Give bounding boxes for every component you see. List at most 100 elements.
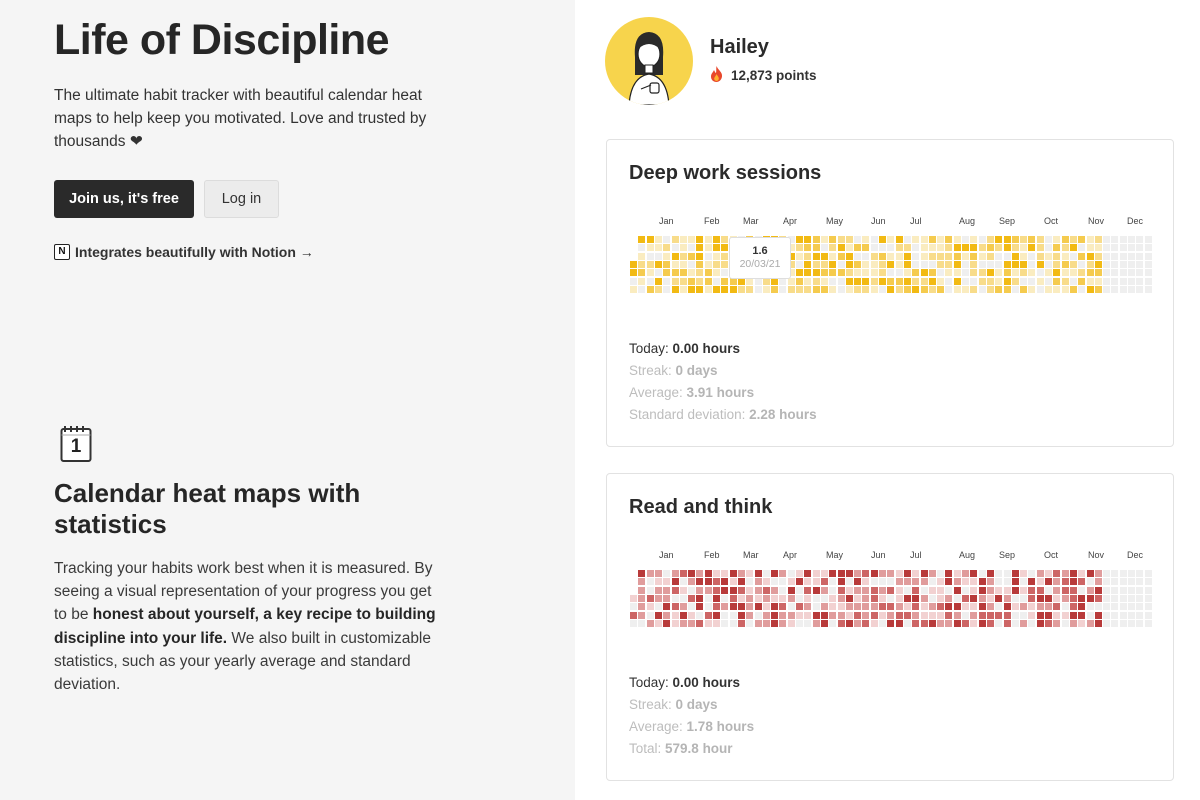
heatmap-cell[interactable]: [970, 611, 978, 619]
heatmap-cell[interactable]: [704, 269, 712, 277]
heatmap-cell[interactable]: [1061, 285, 1069, 293]
heatmap-cell[interactable]: [829, 578, 837, 586]
heatmap-cell[interactable]: [1053, 260, 1061, 268]
heatmap-cell[interactable]: [1011, 244, 1019, 252]
heatmap-cell[interactable]: [663, 570, 671, 577]
heatmap-cell[interactable]: [688, 570, 696, 577]
heatmap-cell[interactable]: [688, 244, 696, 252]
heatmap-cell[interactable]: [1045, 277, 1052, 285]
heatmap-cell[interactable]: [646, 594, 654, 602]
heatmap-cell[interactable]: [1111, 269, 1119, 277]
heatmap-cell[interactable]: [671, 260, 679, 268]
heatmap-cell[interactable]: [1045, 285, 1052, 293]
heatmap-cell[interactable]: [854, 236, 862, 243]
heatmap-cell[interactable]: [837, 252, 845, 260]
heatmap-cell[interactable]: [1086, 586, 1094, 594]
heatmap-cell[interactable]: [771, 611, 779, 619]
heatmap-cell[interactable]: [912, 570, 920, 577]
heatmap-cell[interactable]: [1103, 586, 1111, 594]
heatmap-cell[interactable]: [646, 611, 654, 619]
heatmap-cell[interactable]: [879, 252, 886, 260]
heatmap-cell[interactable]: [663, 594, 671, 602]
heatmap-cell[interactable]: [870, 603, 878, 611]
heatmap-cell[interactable]: [1045, 244, 1052, 252]
heatmap-cell[interactable]: [1069, 236, 1077, 243]
heatmap-cell[interactable]: [721, 611, 729, 619]
heatmap-cell[interactable]: [812, 269, 820, 277]
heatmap-cell[interactable]: [1003, 260, 1011, 268]
heatmap-cell[interactable]: [779, 603, 787, 611]
heatmap-cell[interactable]: [820, 236, 828, 243]
heatmap-cell[interactable]: [986, 578, 994, 586]
heatmap-cell[interactable]: [737, 619, 745, 627]
heatmap-cell[interactable]: [1011, 586, 1019, 594]
heatmap-cell[interactable]: [663, 269, 671, 277]
heatmap-cell[interactable]: [638, 594, 646, 602]
heatmap-cell[interactable]: [638, 570, 646, 577]
heatmap-cell[interactable]: [953, 269, 961, 277]
heatmap-cell[interactable]: [887, 570, 895, 577]
heatmap-cell[interactable]: [937, 594, 945, 602]
heatmap-cell[interactable]: [1036, 244, 1044, 252]
heatmap-cell[interactable]: [862, 277, 870, 285]
heatmap-cell[interactable]: [746, 277, 754, 285]
heatmap-cell[interactable]: [945, 285, 953, 293]
heatmap-cell[interactable]: [937, 269, 945, 277]
heatmap-cell[interactable]: [945, 260, 953, 268]
heatmap-cell[interactable]: [912, 285, 920, 293]
heatmap-cell[interactable]: [1111, 570, 1119, 577]
heatmap-cell[interactable]: [696, 277, 704, 285]
heatmap-cell[interactable]: [762, 586, 770, 594]
login-button[interactable]: Log in: [204, 180, 279, 218]
heatmap-cell[interactable]: [887, 236, 895, 243]
heatmap-cell[interactable]: [862, 603, 870, 611]
heatmap-cell[interactable]: [1061, 594, 1069, 602]
heatmap-cell[interactable]: [862, 594, 870, 602]
heatmap-cell[interactable]: [1128, 594, 1135, 602]
heatmap-cell[interactable]: [754, 619, 762, 627]
heatmap-cell[interactable]: [1061, 260, 1069, 268]
heatmap-cell[interactable]: [1003, 236, 1011, 243]
heatmap-cell[interactable]: [920, 570, 928, 577]
heatmap-cell[interactable]: [1086, 619, 1094, 627]
heatmap-cell[interactable]: [771, 578, 779, 586]
heatmap-cell[interactable]: [679, 244, 687, 252]
heatmap-cell[interactable]: [945, 594, 953, 602]
heatmap-cell[interactable]: [953, 260, 961, 268]
heatmap-cell[interactable]: [962, 236, 969, 243]
heatmap-cell[interactable]: [762, 570, 770, 577]
heatmap-cell[interactable]: [779, 611, 787, 619]
heatmap-cell[interactable]: [696, 603, 704, 611]
heatmap-cell[interactable]: [688, 619, 696, 627]
heatmap-cell[interactable]: [696, 611, 704, 619]
heatmap-cell[interactable]: [1094, 236, 1102, 243]
heatmap-cell[interactable]: [671, 603, 679, 611]
heatmap-cell[interactable]: [787, 269, 795, 277]
heatmap-cell[interactable]: [1128, 269, 1135, 277]
heatmap-cell[interactable]: [1011, 611, 1019, 619]
heatmap-cell[interactable]: [1111, 260, 1119, 268]
heatmap-cell[interactable]: [804, 285, 812, 293]
heatmap-cell[interactable]: [746, 570, 754, 577]
heatmap-cell[interactable]: [970, 603, 978, 611]
heatmap-cell[interactable]: [1128, 260, 1135, 268]
heatmap-cell[interactable]: [953, 603, 961, 611]
heatmap-cell[interactable]: [696, 586, 704, 594]
heatmap-cell[interactable]: [1020, 594, 1028, 602]
heatmap-cell[interactable]: [737, 603, 745, 611]
heatmap-cell[interactable]: [1111, 594, 1119, 602]
heatmap-cell[interactable]: [829, 236, 837, 243]
heatmap-cell[interactable]: [937, 244, 945, 252]
heatmap-cell[interactable]: [970, 586, 978, 594]
heatmap-cell[interactable]: [1061, 244, 1069, 252]
heatmap-cell[interactable]: [1144, 285, 1152, 293]
heatmap-cell[interactable]: [796, 260, 803, 268]
heatmap-cell[interactable]: [870, 611, 878, 619]
heatmap-cell[interactable]: [663, 252, 671, 260]
heatmap-cell[interactable]: [721, 578, 729, 586]
heatmap-cell[interactable]: [962, 586, 969, 594]
heatmap-cell[interactable]: [845, 619, 853, 627]
heatmap-cell[interactable]: [696, 578, 704, 586]
heatmap-cell[interactable]: [737, 578, 745, 586]
heatmap-cell[interactable]: [995, 277, 1003, 285]
